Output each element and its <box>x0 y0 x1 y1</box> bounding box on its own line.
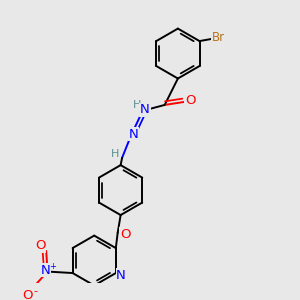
Text: O: O <box>35 239 46 252</box>
Text: -: - <box>34 286 38 296</box>
Text: N: N <box>140 103 150 116</box>
Text: Br: Br <box>212 31 225 44</box>
Text: H: H <box>111 149 119 159</box>
Text: N: N <box>116 269 126 282</box>
Text: N: N <box>129 128 139 141</box>
Text: O: O <box>120 228 130 241</box>
Text: O: O <box>185 94 196 107</box>
Text: +: + <box>49 262 56 271</box>
Text: N: N <box>41 264 51 277</box>
Text: O: O <box>22 289 32 300</box>
Text: H: H <box>133 100 141 110</box>
